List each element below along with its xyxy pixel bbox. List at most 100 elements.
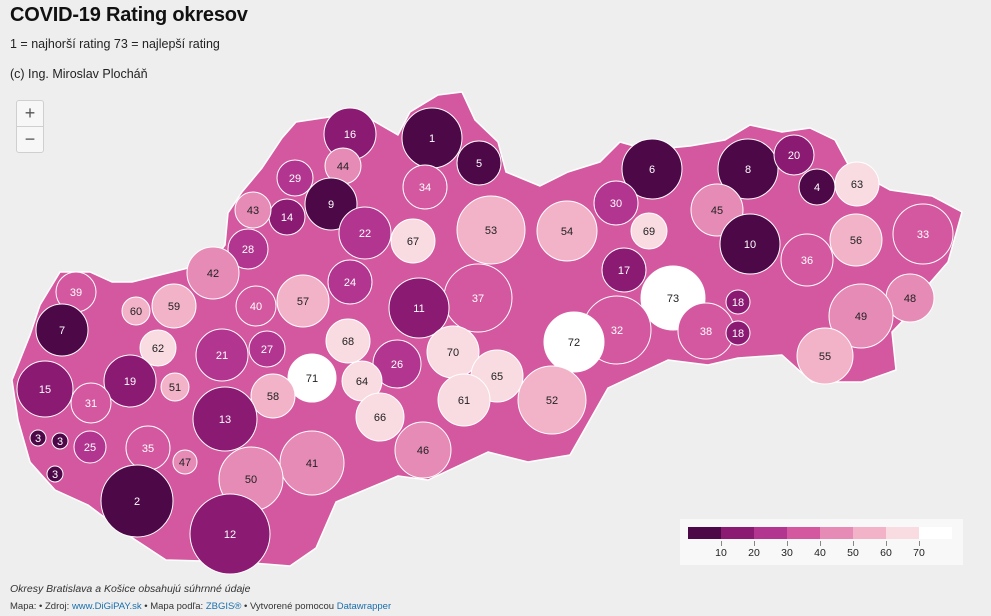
district-region[interactable] xyxy=(796,327,854,385)
district-rating-label: 45 xyxy=(711,205,723,217)
district-rating-label: 17 xyxy=(618,265,630,277)
map-link[interactable]: ZBGIS® xyxy=(205,601,242,612)
district-region[interactable] xyxy=(234,191,272,229)
district-rating-label: 28 xyxy=(242,244,254,256)
district-rating-label: 55 xyxy=(819,351,831,363)
district-region[interactable] xyxy=(192,386,258,452)
district-region[interactable] xyxy=(73,430,107,464)
district-rating-label: 20 xyxy=(788,150,800,162)
district-region[interactable] xyxy=(186,246,240,300)
district-region[interactable] xyxy=(327,259,373,305)
district-region[interactable] xyxy=(402,164,448,210)
legend: 10 20 30 40 50 60 70 xyxy=(680,519,963,565)
district-region[interactable] xyxy=(100,464,174,538)
district-region[interactable] xyxy=(70,382,112,424)
district-rating-label: 21 xyxy=(216,350,228,362)
district-region[interactable] xyxy=(325,318,371,364)
district-region[interactable] xyxy=(227,228,269,270)
district-region[interactable] xyxy=(601,247,647,293)
district-region[interactable] xyxy=(593,180,639,226)
district-rating-label: 41 xyxy=(306,458,318,470)
district-region[interactable] xyxy=(829,213,883,267)
district-region[interactable] xyxy=(517,365,587,435)
district-rating-label: 27 xyxy=(261,344,273,356)
district-rating-label: 34 xyxy=(419,182,431,194)
district-region[interactable] xyxy=(250,373,296,419)
district-region[interactable] xyxy=(725,320,751,346)
district-region[interactable] xyxy=(828,283,894,349)
district-rating-label: 50 xyxy=(245,474,257,486)
district-region[interactable] xyxy=(390,218,436,264)
district-rating-label: 62 xyxy=(152,343,164,355)
district-region[interactable] xyxy=(725,289,751,315)
districts-layer xyxy=(16,107,954,575)
legend-swatch xyxy=(721,527,754,539)
district-rating-label: 33 xyxy=(917,229,929,241)
district-rating-label: 3 xyxy=(52,469,58,481)
district-rating-label: 24 xyxy=(344,277,356,289)
district-rating-label: 53 xyxy=(485,225,497,237)
district-region[interactable] xyxy=(248,330,286,368)
district-rating-label: 22 xyxy=(359,228,371,240)
district-region[interactable] xyxy=(35,303,89,357)
district-region[interactable] xyxy=(719,213,781,275)
district-region[interactable] xyxy=(103,354,157,408)
district-region[interactable] xyxy=(139,329,177,367)
district-region[interactable] xyxy=(189,493,271,575)
district-rating-label: 36 xyxy=(801,255,813,267)
district-region[interactable] xyxy=(621,138,683,200)
district-rating-label: 18 xyxy=(732,297,744,309)
district-region[interactable] xyxy=(29,429,47,447)
district-rating-label: 70 xyxy=(447,347,459,359)
district-rating-label: 30 xyxy=(610,198,622,210)
district-region[interactable] xyxy=(276,274,330,328)
district-rating-label: 57 xyxy=(297,296,309,308)
district-region[interactable] xyxy=(235,285,277,327)
district-region[interactable] xyxy=(151,283,197,329)
district-region[interactable] xyxy=(16,360,74,418)
tool-link[interactable]: Datawrapper xyxy=(336,601,392,612)
legend-swatch xyxy=(787,527,820,539)
district-region[interactable] xyxy=(121,296,151,326)
district-region[interactable] xyxy=(172,449,198,475)
zoom-in-button[interactable]: + xyxy=(24,103,36,123)
legend-tick-label: 50 xyxy=(847,547,859,559)
legend-tick-label: 20 xyxy=(748,547,760,559)
district-region[interactable] xyxy=(355,392,405,442)
district-region[interactable] xyxy=(279,430,345,496)
district-rating-label: 69 xyxy=(643,226,655,238)
district-rating-label: 46 xyxy=(417,445,429,457)
district-region[interactable] xyxy=(276,159,314,197)
legend-tick-label: 70 xyxy=(913,547,925,559)
district-region[interactable] xyxy=(394,421,452,479)
district-region[interactable] xyxy=(195,328,249,382)
district-region[interactable] xyxy=(834,161,880,207)
district-rating-label: 29 xyxy=(289,173,301,185)
footer-created: • Vytvorené pomocou xyxy=(241,601,337,612)
district-region[interactable] xyxy=(773,134,815,176)
district-region[interactable] xyxy=(536,200,598,262)
legend-tick-mark xyxy=(886,541,887,546)
district-rating-label: 51 xyxy=(169,382,181,394)
district-region[interactable] xyxy=(338,206,392,260)
district-region[interactable] xyxy=(780,233,834,287)
district-region[interactable] xyxy=(543,311,605,373)
district-rating-label: 56 xyxy=(850,235,862,247)
district-region[interactable] xyxy=(287,353,337,403)
district-rating-label: 12 xyxy=(224,529,236,541)
source-link[interactable]: www.DiGiPAY.sk xyxy=(71,601,142,612)
district-region[interactable] xyxy=(51,432,69,450)
district-region[interactable] xyxy=(717,138,779,200)
district-region[interactable] xyxy=(456,195,526,265)
district-rating-label: 35 xyxy=(142,443,154,455)
district-region[interactable] xyxy=(892,203,954,265)
district-region[interactable] xyxy=(388,277,450,339)
district-region[interactable] xyxy=(160,372,190,402)
district-region[interactable] xyxy=(456,140,502,186)
district-region[interactable] xyxy=(437,373,491,427)
legend-swatch xyxy=(886,527,919,539)
district-region[interactable] xyxy=(46,465,64,483)
zoom-out-button[interactable]: − xyxy=(17,126,43,152)
district-region[interactable] xyxy=(630,212,668,250)
